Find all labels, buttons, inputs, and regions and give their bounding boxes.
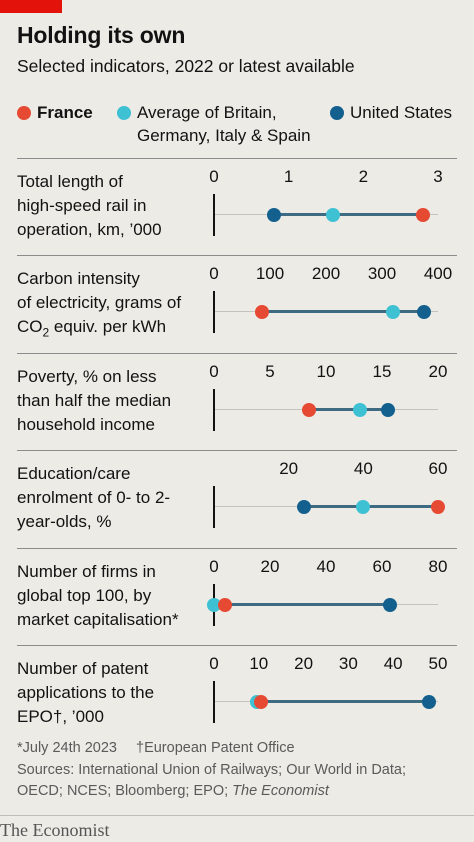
range-bar bbox=[273, 213, 424, 216]
tick-label: 20 bbox=[428, 362, 448, 381]
tick-label: 0 bbox=[209, 557, 219, 576]
panel-label-line: Total length of bbox=[17, 172, 123, 191]
legend-label-average-line1: Average of Britain, bbox=[137, 103, 277, 122]
panel-separator bbox=[17, 353, 457, 354]
legend-label-average-line2: Germany, Italy & Spain bbox=[137, 126, 311, 145]
tick-label: 400 bbox=[423, 264, 453, 283]
footnote-2: †European Patent Office bbox=[136, 740, 295, 756]
panel-separator bbox=[17, 548, 457, 549]
panel-label-line: Education/care bbox=[17, 464, 131, 483]
legend-label-france: France bbox=[37, 103, 93, 122]
sources-line-2-italic: The Economist bbox=[232, 783, 329, 799]
panel-label-line: EPO†, ’000 bbox=[17, 707, 104, 726]
panel-label-line: of electricity, grams of bbox=[17, 293, 182, 312]
subscript-2: 2 bbox=[42, 325, 50, 340]
dot-france bbox=[302, 403, 317, 417]
tick-label: 30 bbox=[338, 654, 358, 673]
panel-label-line: applications to the bbox=[17, 683, 155, 702]
tick-label: 40 bbox=[383, 654, 403, 673]
axis-zero-line bbox=[213, 681, 215, 723]
chart-title: Holding its own bbox=[17, 22, 186, 48]
brand-rule bbox=[0, 815, 474, 816]
tick-label: 200 bbox=[311, 264, 341, 283]
legend-dot-average bbox=[117, 106, 131, 120]
footnote-1: *July 24th 2023 bbox=[17, 740, 117, 756]
panel-label-line: high-speed rail in bbox=[17, 196, 147, 215]
sources-line-1: Sources: International Union of Railways… bbox=[17, 762, 406, 778]
chart-subtitle: Selected indicators, 2022 or latest avai… bbox=[17, 56, 355, 76]
dot-united-states bbox=[422, 695, 437, 709]
axis-zero-line bbox=[213, 291, 215, 333]
dot-united-states bbox=[296, 500, 311, 514]
tick-label: 40 bbox=[316, 557, 336, 576]
dot-united-states bbox=[417, 305, 431, 319]
dot-france bbox=[254, 695, 269, 709]
legend-label-us: United States bbox=[350, 103, 453, 122]
tick-label: 60 bbox=[372, 557, 392, 576]
tick-label: 0 bbox=[209, 362, 219, 381]
dot-france bbox=[431, 500, 445, 514]
tick-label: 80 bbox=[428, 557, 448, 576]
dot-average bbox=[207, 598, 221, 612]
panel-separator bbox=[17, 255, 457, 256]
tick-label: 0 bbox=[209, 167, 219, 186]
tick-label: 60 bbox=[428, 459, 448, 478]
panel-label-line: market capitalisation* bbox=[17, 610, 179, 629]
panel-label-line: Poverty, % on less bbox=[17, 367, 157, 386]
tick-label: 20 bbox=[294, 654, 314, 673]
brand-red-tag bbox=[0, 0, 62, 13]
axis-zero-line bbox=[213, 194, 215, 236]
dot-united-states bbox=[266, 208, 281, 222]
tick-label: 20 bbox=[260, 557, 280, 576]
panel-label-line: household income bbox=[17, 415, 155, 434]
panel-label-line: Number of patent bbox=[17, 659, 149, 678]
panel-separator bbox=[17, 158, 457, 159]
range-bar bbox=[309, 408, 388, 411]
axis-zero-line bbox=[213, 486, 215, 528]
panel-label-line: global top 100, by bbox=[17, 586, 152, 605]
tick-label: 0 bbox=[209, 654, 219, 673]
dot-average bbox=[326, 208, 341, 222]
legend-dot-us bbox=[330, 106, 344, 120]
tick-label: 2 bbox=[358, 167, 369, 186]
dot-france bbox=[218, 598, 233, 612]
tick-label: 0 bbox=[209, 264, 219, 283]
tick-label: 10 bbox=[316, 362, 336, 381]
panel-label-line: enrolment of 0- to 2- bbox=[17, 488, 171, 507]
dot-france bbox=[254, 305, 269, 319]
panel-label-line: Number of firms in bbox=[17, 562, 156, 581]
range-bar bbox=[261, 310, 424, 313]
range-bar bbox=[214, 603, 391, 606]
tick-label: 1 bbox=[283, 167, 294, 186]
tick-label: 50 bbox=[428, 654, 448, 673]
panel-label-line: than half the median bbox=[17, 391, 172, 410]
dot-average bbox=[386, 305, 401, 319]
tick-label: 3 bbox=[433, 167, 443, 186]
range-bar bbox=[303, 505, 438, 508]
panel-label-line: CO2 equiv. per kWh bbox=[17, 317, 167, 340]
dot-average bbox=[352, 403, 367, 417]
sources-line-2-text: OECD; NCES; Bloomberg; EPO; bbox=[17, 783, 233, 799]
dot-united-states bbox=[383, 598, 398, 612]
tick-label: 10 bbox=[249, 654, 269, 673]
panel-separator bbox=[17, 450, 457, 451]
axis-zero-line bbox=[213, 389, 215, 431]
range-bar bbox=[256, 700, 430, 703]
panel-separator bbox=[17, 645, 457, 646]
legend-dot-france bbox=[17, 106, 31, 120]
tick-label: 15 bbox=[372, 362, 392, 381]
panel-label-line: operation, km, ’000 bbox=[17, 220, 162, 239]
dot-france bbox=[416, 208, 431, 222]
dot-united-states bbox=[380, 403, 395, 417]
tick-label: 300 bbox=[367, 264, 397, 283]
tick-label: 5 bbox=[265, 362, 275, 381]
brand-logo-text: The Economist bbox=[0, 820, 110, 840]
tick-label: 100 bbox=[255, 264, 285, 283]
tick-label: 20 bbox=[279, 459, 299, 478]
dot-average bbox=[356, 500, 371, 514]
panel-label-line: Carbon intensity bbox=[17, 269, 140, 288]
sources-line-2: OECD; NCES; Bloomberg; EPO; The Economis… bbox=[17, 781, 329, 802]
tick-label: 40 bbox=[353, 459, 373, 478]
panel-label-line: year-olds, % bbox=[17, 512, 112, 531]
